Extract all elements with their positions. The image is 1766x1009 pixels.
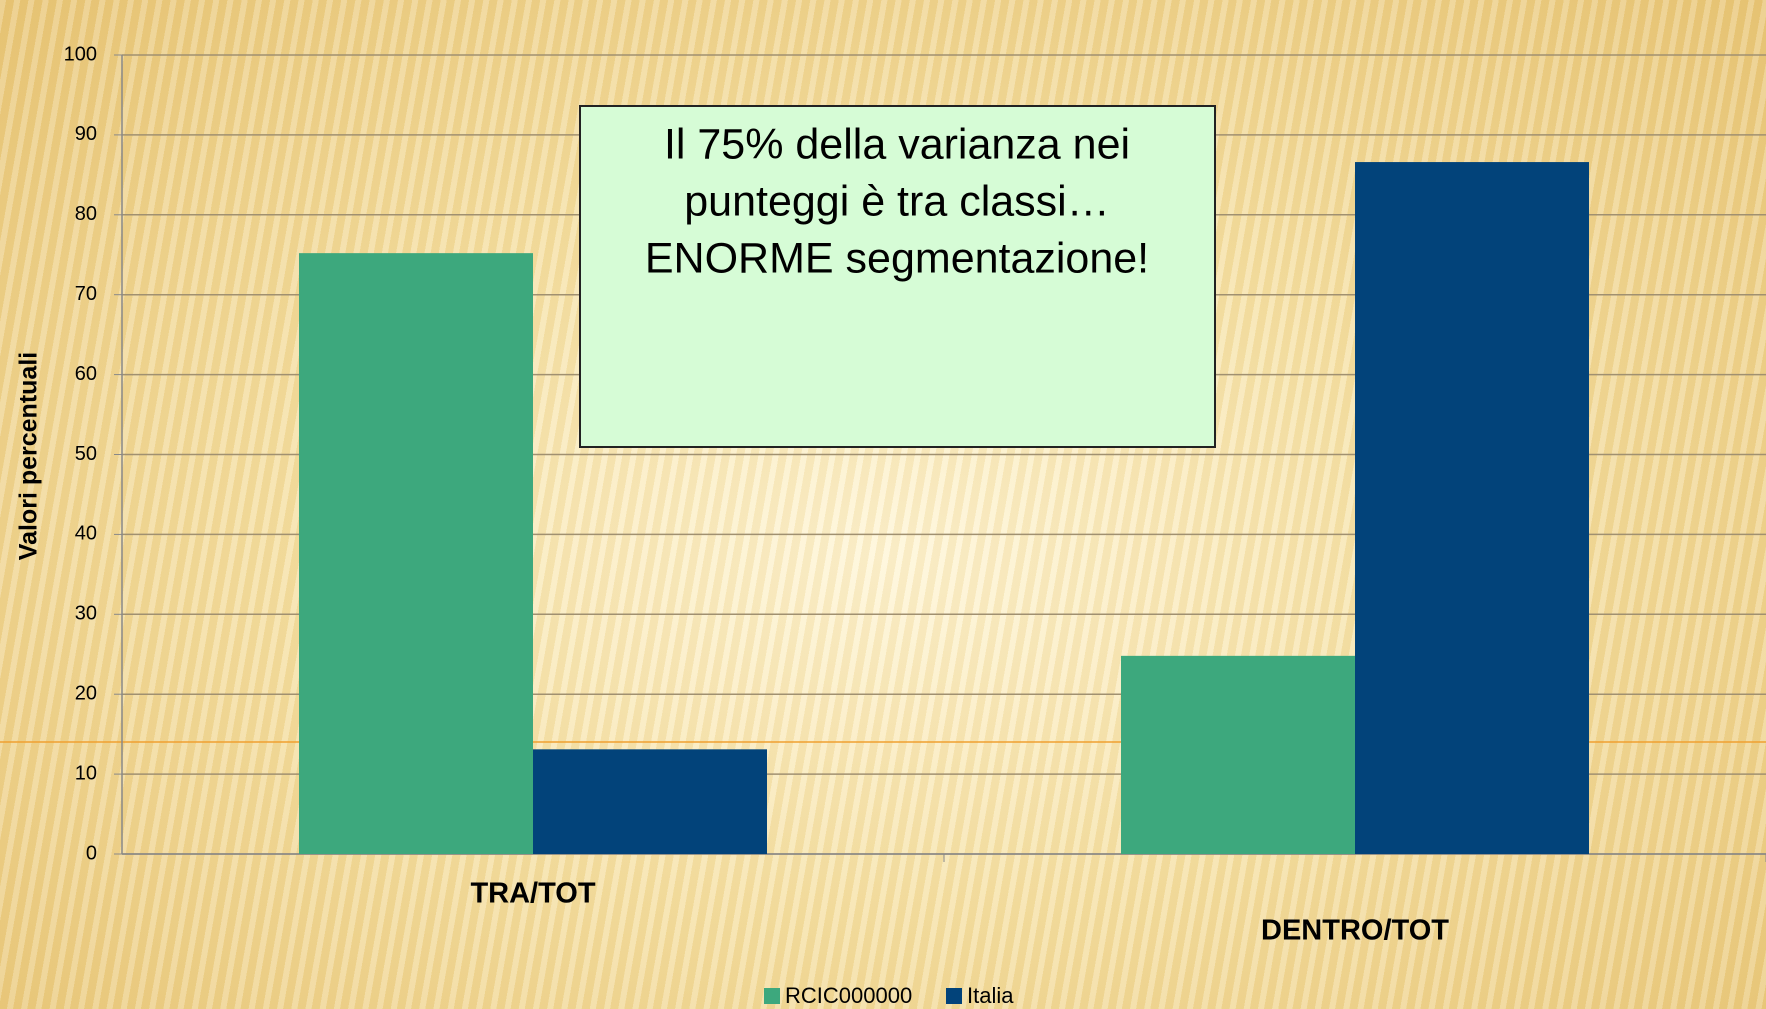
annotation-text: Il 75% della varianza nei — [664, 120, 1130, 168]
x-tick-label: TRA/TOT — [470, 878, 595, 910]
legend-label: Italia — [967, 983, 1014, 1008]
y-tick-label: 80 — [75, 203, 97, 225]
y-axis-label: Valori percentuali — [15, 352, 43, 560]
bar — [533, 749, 767, 854]
y-tick-label: 50 — [75, 443, 97, 465]
legend-swatch — [764, 988, 780, 1004]
y-tick-label: 20 — [75, 682, 97, 704]
bar — [1121, 655, 1355, 854]
y-tick-label: 10 — [75, 762, 97, 784]
bar — [1355, 162, 1589, 855]
y-tick-label: 70 — [75, 283, 97, 305]
legend-label: RCIC000000 — [785, 983, 912, 1008]
bar — [299, 253, 533, 855]
y-tick-label: 0 — [86, 842, 97, 864]
y-tick-label: 40 — [75, 523, 97, 545]
legend-swatch — [946, 988, 962, 1004]
annotation-text: ENORME segmentazione! — [645, 234, 1149, 282]
y-tick-label: 60 — [75, 363, 97, 385]
x-tick-label: DENTRO/TOT — [1261, 915, 1449, 947]
annotation-text: punteggi è tra classi… — [684, 177, 1109, 225]
y-tick-label: 100 — [64, 43, 97, 65]
y-tick-label: 90 — [75, 123, 97, 145]
y-tick-label: 30 — [75, 603, 97, 625]
annotation-box — [579, 105, 1216, 448]
